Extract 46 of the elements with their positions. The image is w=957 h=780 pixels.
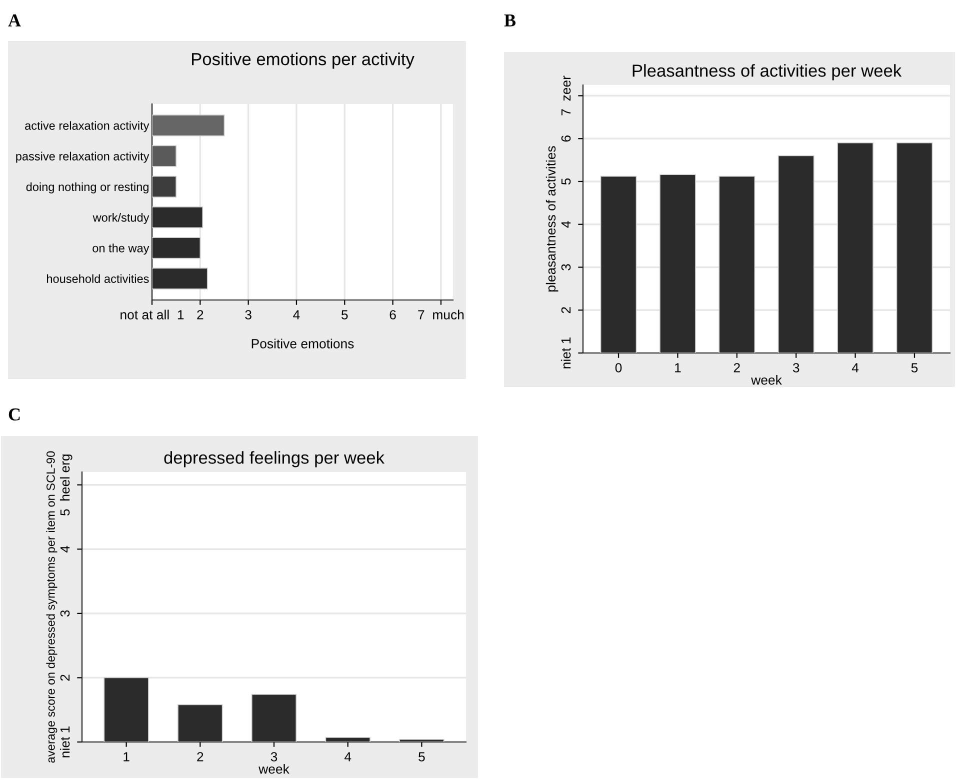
x-tick-label: 4 xyxy=(344,752,352,762)
y-tick-label: 3 xyxy=(561,264,571,270)
x-tick-label: 5 xyxy=(911,363,918,372)
y-tick-label: 5 xyxy=(561,178,571,185)
y-tick-label: 3 xyxy=(60,610,70,617)
x-tick-label: 2 xyxy=(197,310,204,320)
x-tick-label: 1 xyxy=(675,363,681,372)
y-tick-label: 2 xyxy=(60,674,70,681)
y-tick-label: household activities xyxy=(47,274,149,283)
x-tick-label: 3 xyxy=(270,752,278,762)
y-tick-label: 7 zeer xyxy=(561,76,571,116)
y-tick-label: on the way xyxy=(92,244,150,255)
x-axis-title: Positive emotions xyxy=(252,338,354,348)
x-tick-label: 7 much xyxy=(418,310,464,320)
y-tick-label: niet 1 xyxy=(60,726,70,758)
y-axis-title: average score on depressed symptoms per item on SCL-90 xyxy=(46,451,58,763)
y-tick-label: doing nothing or resting xyxy=(26,182,148,194)
chart-title: depressed feelings per week xyxy=(164,451,385,468)
chart-title: Pleasantness of activities per week xyxy=(632,64,902,80)
x-axis-title: week xyxy=(258,764,290,774)
y-tick-label: work/study xyxy=(92,213,150,224)
x-tick-label: not at all 1 xyxy=(120,310,184,320)
text: C xyxy=(8,408,20,421)
x-tick-label: 1 xyxy=(124,752,130,762)
y-axis-title: pleasantness of activities xyxy=(546,146,558,292)
x-tick-label: 5 xyxy=(418,752,425,762)
x-tick-label: 4 xyxy=(293,310,300,320)
x-tick-label: 4 xyxy=(852,363,859,372)
y-tick-label: 4 xyxy=(60,546,70,553)
chart-title: Positive emotions per activity xyxy=(192,52,414,69)
y-tick-label: 4 xyxy=(561,221,571,228)
text: A xyxy=(8,14,21,26)
x-tick-label: 2 xyxy=(197,752,204,762)
x-tick-label: 5 xyxy=(342,310,348,320)
y-tick-label: passive relaxation activity xyxy=(16,152,150,163)
x-tick-label: 2 xyxy=(734,363,740,372)
y-tick-label: active relaxation activity xyxy=(25,121,150,132)
x-tick-label: 3 xyxy=(245,310,252,320)
x-tick-label: 0 xyxy=(615,363,622,372)
x-tick-label: 6 xyxy=(390,310,396,320)
y-tick-label: niet 1 xyxy=(560,338,571,368)
x-axis-title: week xyxy=(751,375,782,385)
text: B xyxy=(504,14,516,26)
x-tick-label: 3 xyxy=(792,363,800,372)
y-tick-label: 6 xyxy=(561,136,571,142)
y-tick-label: 5 heel erg xyxy=(60,454,72,516)
